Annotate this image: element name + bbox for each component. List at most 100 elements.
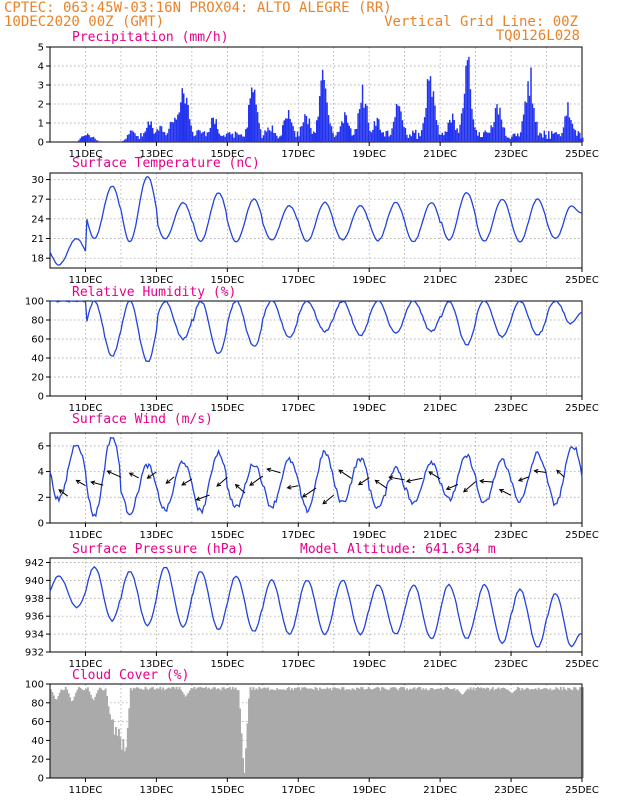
precip-bar — [159, 125, 161, 142]
precip-bar — [86, 133, 89, 142]
precip-bar — [552, 133, 554, 142]
precip-bar — [468, 56, 470, 142]
cloud-bar — [295, 688, 298, 778]
precip-bar — [471, 108, 473, 142]
rh-title: Relative Humidity (%) — [72, 285, 236, 300]
precip-bar — [509, 138, 512, 142]
cloud-bar — [454, 690, 457, 778]
precip-bar — [181, 88, 183, 142]
cloud-bar — [516, 686, 519, 778]
precip-bar — [548, 131, 550, 142]
precip-bar — [83, 135, 86, 142]
precip-bar — [553, 132, 556, 142]
cloud-bar — [55, 699, 58, 778]
precip-bar — [333, 137, 336, 142]
precip-bar — [205, 136, 207, 142]
precip-bar — [151, 127, 154, 142]
precip-bar — [428, 80, 430, 142]
cloud-bar — [335, 688, 338, 778]
precip-bar — [404, 128, 407, 142]
precip-bar — [573, 128, 575, 142]
precip-bar — [250, 87, 253, 142]
cloud-bar — [388, 689, 391, 778]
precip-bar — [128, 134, 130, 142]
precip-bar — [482, 132, 485, 142]
precip-bar — [157, 130, 160, 142]
x-tick-label: 21DEC — [423, 149, 457, 160]
cloud-bar — [123, 751, 126, 778]
cloud-bar — [147, 690, 150, 778]
cloud-bar — [113, 734, 116, 778]
cloud-bar — [115, 727, 117, 778]
cloud-bar — [488, 690, 491, 778]
cloud-bar — [381, 687, 383, 778]
precip-bar — [289, 118, 291, 142]
x-tick-label: 13DEC — [140, 275, 174, 286]
precip-bar — [423, 117, 426, 142]
cloud-bar — [98, 687, 101, 778]
precip-bar — [503, 127, 506, 142]
precip-bar — [534, 122, 537, 142]
cloud-bar — [233, 689, 236, 778]
x-tick-label: 23DEC — [494, 275, 528, 286]
cloud-bar — [205, 686, 208, 778]
precip-bar — [299, 126, 302, 142]
cloud-bar — [493, 690, 496, 778]
precip-bar — [347, 122, 349, 142]
cloud-bar — [214, 687, 216, 778]
precip-bar — [216, 129, 219, 142]
cloud-bar — [169, 688, 172, 778]
x-tick-label: 19DEC — [352, 275, 386, 286]
cloud-bar — [156, 688, 159, 778]
precip-bar — [330, 126, 333, 142]
wind-arrow-head — [322, 499, 328, 505]
precip-bar — [344, 112, 346, 142]
cloud-bar — [137, 687, 140, 778]
cloud-bar — [525, 687, 528, 778]
precip-bar — [457, 132, 460, 142]
wind-arrow-head — [405, 478, 411, 484]
precip-bar — [193, 136, 195, 142]
precip-bar — [89, 137, 92, 142]
precip-bar — [264, 130, 266, 142]
precip-bar — [379, 129, 382, 142]
wind-arrow — [302, 487, 317, 498]
x-tick-label: 23DEC — [494, 659, 528, 670]
cloud-bar — [545, 688, 547, 778]
cloud-bar — [548, 689, 550, 778]
wind-arrow-head — [234, 483, 240, 489]
cloud-bar — [54, 698, 57, 778]
cloud-bar — [107, 706, 110, 778]
cloud-bar — [66, 689, 69, 778]
cloud-bar — [101, 690, 104, 778]
cloud-bar — [296, 687, 299, 778]
y-tick-label: 4 — [38, 62, 44, 73]
cloud-bar — [574, 687, 577, 778]
precip-bar — [267, 127, 269, 142]
cloud-bar — [308, 688, 311, 778]
cloud-bar — [219, 690, 222, 778]
precip-bar — [580, 138, 582, 142]
cloud-bar — [255, 688, 258, 778]
precip-bar — [438, 134, 441, 142]
cloud-bar — [431, 688, 434, 778]
x-tick-label: 25DEC — [565, 785, 599, 796]
cloud-bar — [298, 687, 301, 778]
precip-bar — [355, 128, 358, 142]
cloud-bar — [73, 696, 76, 778]
precip-bar — [354, 129, 356, 142]
cloud-bar — [162, 687, 165, 778]
cloud-bar — [206, 688, 209, 778]
precip-bar — [419, 136, 421, 142]
precip-bar — [571, 123, 574, 142]
header-model-id: TQ0126L028 — [496, 28, 580, 44]
cloud-bar — [324, 689, 327, 778]
cloud-bar — [225, 688, 228, 778]
cloud-bar — [330, 690, 333, 778]
precip-bar — [372, 129, 374, 142]
precip-bar — [212, 117, 215, 142]
precip-bar — [441, 132, 444, 142]
cloud-bar — [475, 687, 478, 778]
pressure-subtitle: Model Altitude: 641.634 m — [300, 542, 496, 557]
precip-bar — [410, 136, 413, 142]
